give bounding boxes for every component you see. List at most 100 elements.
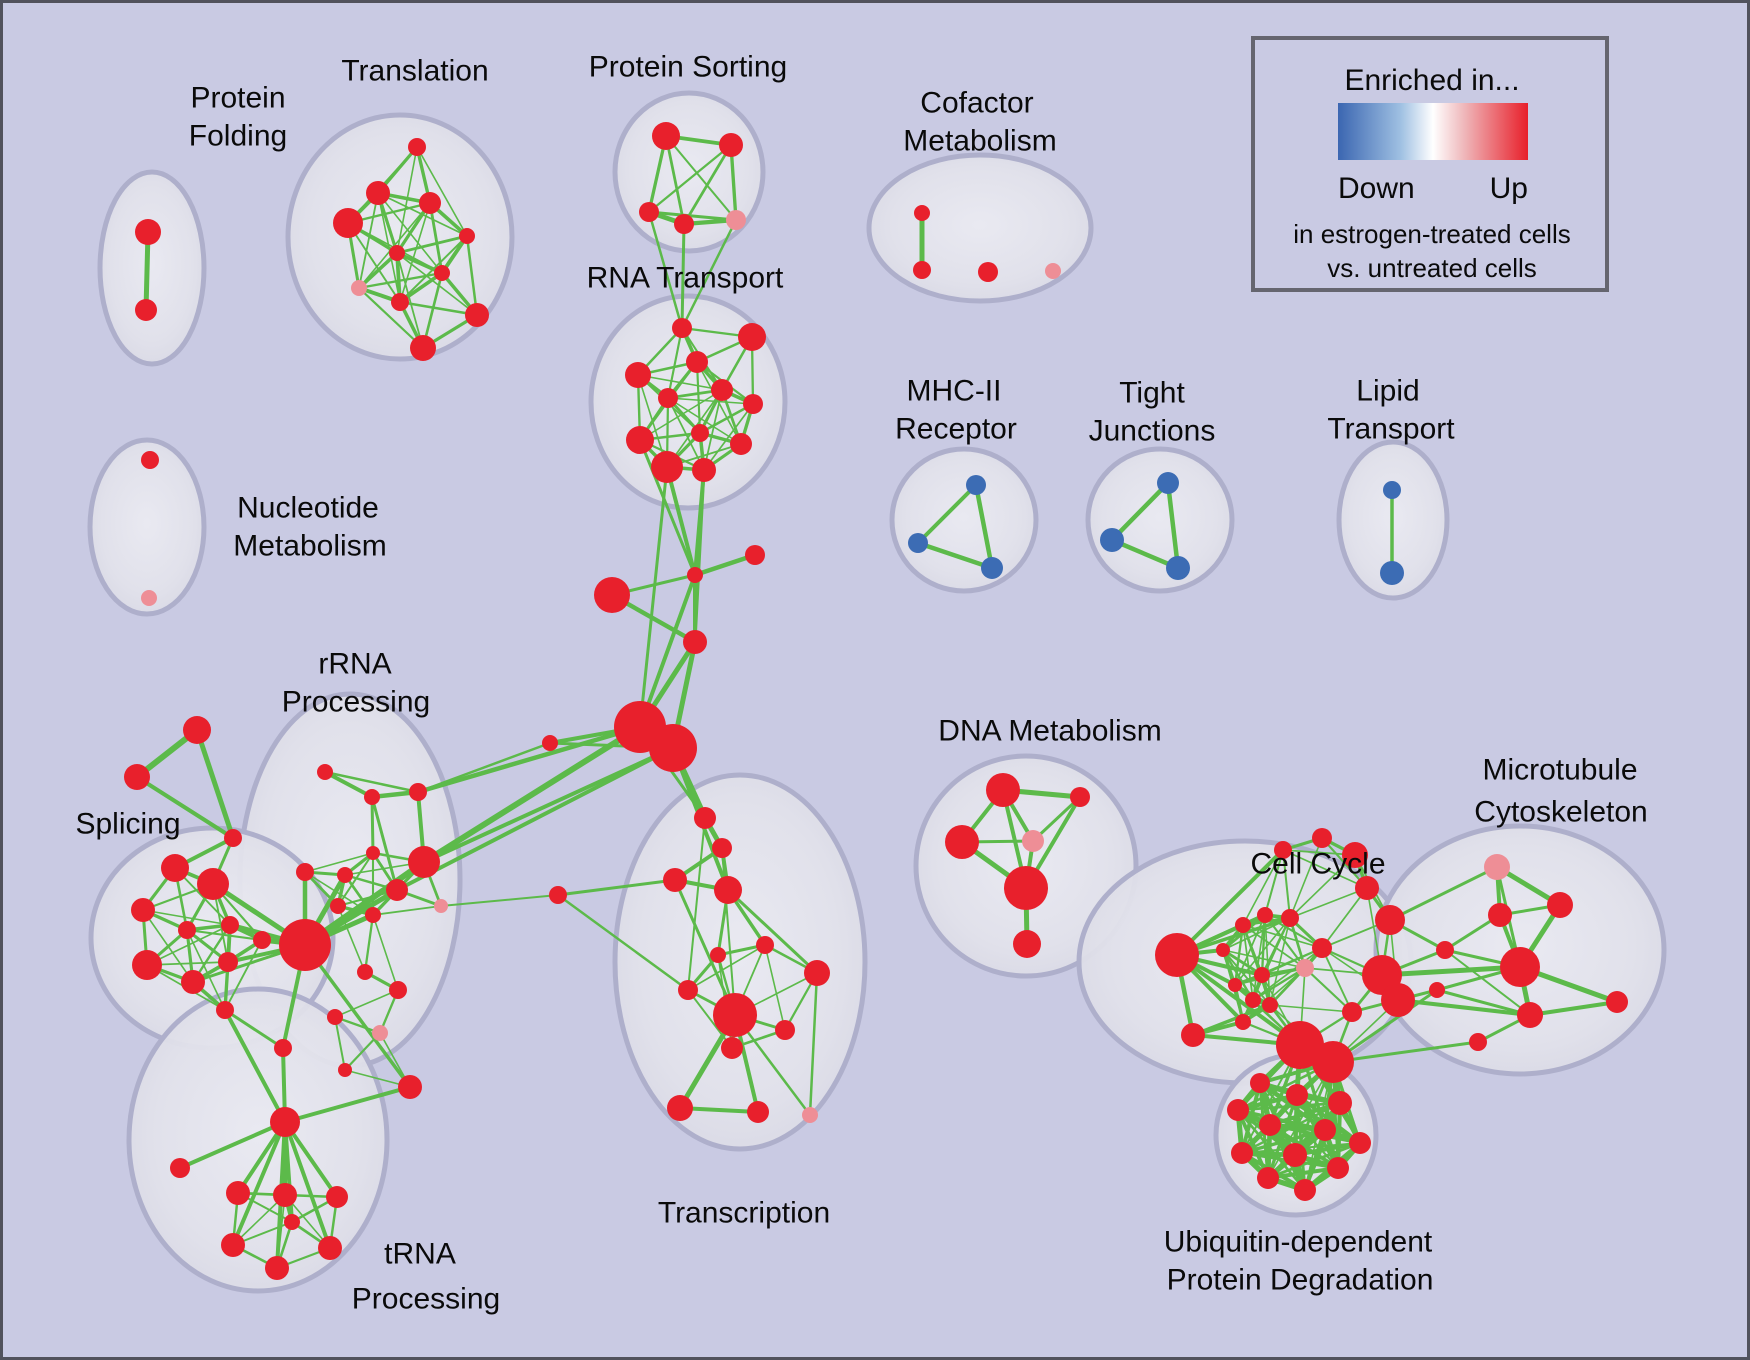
edge-hubB-rr7 [422,746,675,864]
node-cc22 [1312,938,1332,958]
node-cc14 [1355,876,1379,900]
node-mc2 [1547,892,1573,918]
node-cf2 [913,261,931,279]
node-ps4 [674,214,694,234]
node-sp10 [216,1001,234,1019]
edge-mesh-3 [304,852,374,873]
node-t4 [333,208,363,238]
node-tx6 [756,936,774,954]
node-rt12 [692,458,716,482]
node-cc4 [1312,828,1332,848]
edge-hubA-rr3 [415,724,643,795]
node-t11 [410,335,436,361]
cluster-label-ubiquitin-2: Protein Degradation [1167,1264,1434,1297]
node-sp3 [131,898,155,922]
cluster-label-translation: Translation [341,55,488,88]
edge-mesh-0 [347,222,401,303]
node-mc7 [1517,1002,1543,1028]
node-tx1 [694,807,716,829]
edge-cc19-mc6 [1331,988,1439,1064]
node-tn5 [318,1236,342,1260]
edge-tx13-tx14 [678,1106,760,1114]
node-ub4 [1227,1099,1249,1121]
node-pf2 [135,299,157,321]
edge-mc7-mc8 [1528,1000,1619,1017]
node-d3 [945,825,979,859]
edge-mesh-8 [1303,966,1354,1014]
edge-mesh-8 [1252,947,1323,1001]
node-t2 [366,181,390,205]
node-rt5 [711,379,733,401]
node-ub2 [1286,1084,1308,1106]
edge-tj1-tj2 [1109,480,1171,543]
edge-mc6-mc7 [1435,988,1532,1017]
cluster-ellipse-cofactor-metabolism [866,152,1094,304]
edge-mesh-8 [1282,849,1368,889]
edge-ch2-hubA [638,573,697,729]
edge-mesh-2 [667,397,754,405]
edge-mesh-5 [146,924,231,966]
edge-mesh-3 [363,913,375,974]
cluster-label-lipid-transport-2: Transport [1327,413,1455,446]
node-sp4 [178,921,196,939]
edge-m1-m3 [973,482,995,571]
edge-cc1-cc18 [1175,953,1302,1047]
node-cc12 [1262,997,1278,1013]
edge-tx2-tx10 [721,847,736,1016]
node-t10 [465,303,489,327]
node-t3 [419,192,441,214]
node-rt2 [738,323,766,351]
node-tx5 [549,886,567,904]
edge-mesh-8 [1263,848,1285,917]
edge-tnh-tn5 [283,1120,332,1250]
legend-box [1251,36,1609,292]
node-ch2 [687,567,703,583]
node-rr11 [296,863,314,881]
node-d1 [986,773,1020,807]
node-lp1 [1383,481,1401,499]
edge-mesh-1 [682,143,733,226]
edge-mesh-3 [372,905,442,916]
node-ub1 [1250,1073,1270,1093]
edge-mesh-5 [142,909,231,926]
cluster-ellipse-nucleotide-metabolism [87,437,207,617]
edge-mesh-0 [395,251,444,275]
edge-mesh-1 [664,134,686,226]
node-cc10 [1254,967,1270,983]
node-cc3 [1274,841,1292,859]
node-ps3 [639,202,659,222]
edge-rt8-ch2 [638,438,697,577]
edge-mesh-8 [1281,848,1292,920]
legend-gradient-bar [1338,103,1528,160]
node-cf4 [1045,263,1061,279]
node-sp2 [197,868,229,900]
edge-mesh-8 [1289,887,1368,919]
node-m3 [981,557,1003,579]
node-rr5 [337,867,353,883]
cluster-ellipse-rna-transport [588,293,788,511]
node-cc2 [1181,1023,1205,1047]
edge-mesh-8 [1269,917,1291,1006]
edge-mesh-1 [664,134,738,222]
edge-tg1-tg3 [194,727,236,841]
edge-mesh-8 [1222,949,1271,1006]
node-tx3 [663,868,687,892]
node-ch3 [745,545,765,565]
edge-hubB-rr6 [395,746,675,892]
node-rr18 [389,981,407,999]
cluster-label-transcription: Transcription [658,1197,830,1230]
node-tn7 [284,1214,300,1230]
cluster-label-trna-processing-1: tRNA [384,1238,456,1271]
node-rr7 [408,846,440,878]
edge-mesh-0 [358,192,379,289]
node-mcp [1484,854,1510,880]
node-tn1 [226,1181,250,1205]
edge-mesh-8 [1321,947,1353,1013]
edge-ps3-rt1 [647,210,684,330]
edge-tg2-tg3 [135,775,235,840]
edge-rr1-rr2 [323,770,374,799]
node-cc1 [1155,933,1199,977]
node-m2 [908,533,928,553]
edge-mesh-0 [396,252,424,349]
cluster-label-nucleotide-metabolism-1: Nucleotide [237,492,379,525]
